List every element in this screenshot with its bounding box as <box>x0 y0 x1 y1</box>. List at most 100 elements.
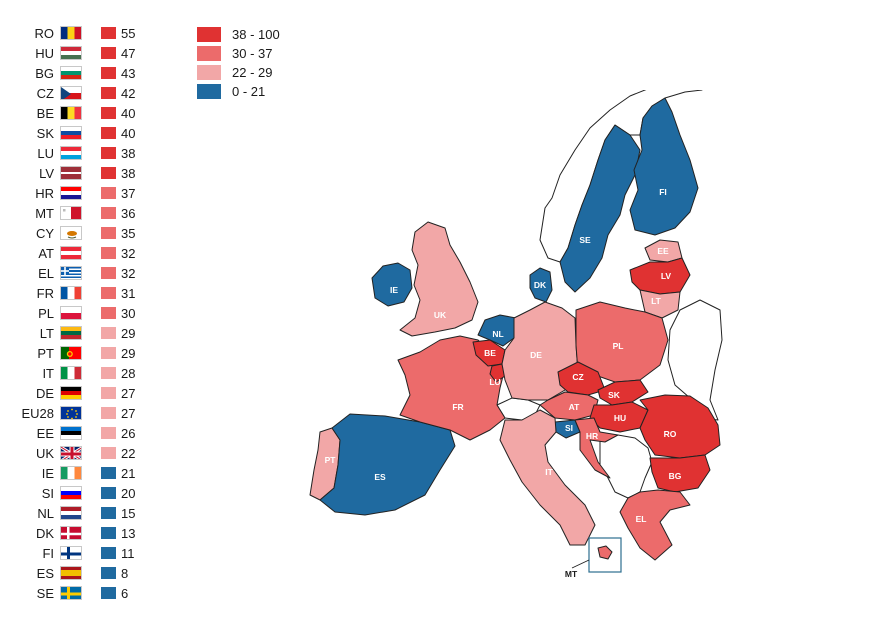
country-value: 30 <box>121 306 136 321</box>
country-code: FR <box>36 286 54 301</box>
value-swatch <box>101 367 116 379</box>
flag-icon <box>60 526 82 540</box>
label-hr: HR <box>586 431 598 441</box>
country-code: DE <box>35 386 54 401</box>
flag-icon <box>60 206 82 220</box>
legend-item: 38 - 100 <box>197 26 317 44</box>
ranking-row: PL 30 <box>0 304 160 323</box>
label-sk: SK <box>608 390 621 400</box>
country-lu[interactable] <box>489 363 506 383</box>
ranking-row: IE 21 <box>0 464 160 483</box>
flag-icon <box>60 46 82 60</box>
flag-icon <box>60 426 82 440</box>
country-mt[interactable] <box>597 545 613 560</box>
country-code: IE <box>41 466 54 481</box>
country-se[interactable] <box>559 124 641 293</box>
ranking-row: SK 40 <box>0 124 160 143</box>
country-code: UK <box>35 446 54 461</box>
value-swatch <box>101 447 116 459</box>
country-code: BG <box>35 66 54 81</box>
value-swatch <box>101 567 116 579</box>
value-swatch <box>101 67 116 79</box>
legend-swatch <box>197 65 221 80</box>
value-swatch <box>101 107 116 119</box>
country-value: 36 <box>121 206 136 221</box>
ranking-row: EL 32 <box>0 264 160 283</box>
country-value: 43 <box>121 66 136 81</box>
label-fr: FR <box>452 402 463 412</box>
country-value: 37 <box>121 186 136 201</box>
label-ie: IE <box>390 285 398 295</box>
ranking-row: LU 38 <box>0 144 160 163</box>
country-code: FI <box>42 546 54 561</box>
ranking-row: HU 47 <box>0 44 160 63</box>
flag-icon <box>60 346 82 360</box>
value-swatch <box>101 507 116 519</box>
label-hu: HU <box>614 413 626 423</box>
label-ro: RO <box>664 429 677 439</box>
country-el[interactable] <box>619 489 691 561</box>
country-value: 22 <box>121 446 136 461</box>
country-code: NL <box>37 506 54 521</box>
value-swatch <box>101 207 116 219</box>
europe-map: IE UK PT ES FR BE LU NL DE DK SE FI EE L… <box>309 90 723 579</box>
value-swatch <box>101 467 116 479</box>
flag-icon <box>60 266 82 280</box>
label-si: SI <box>565 423 573 433</box>
country-code: SK <box>36 126 54 141</box>
country-value: 32 <box>121 266 136 281</box>
ranking-row: CY 35 <box>0 224 160 243</box>
non-eu-belarus-ukraine <box>667 299 723 421</box>
value-swatch <box>101 347 116 359</box>
country-value: 29 <box>121 346 136 361</box>
ranking-row: DE 27 <box>0 384 160 403</box>
legend-swatch <box>197 84 221 99</box>
value-swatch <box>101 87 116 99</box>
country-dk[interactable] <box>529 267 553 303</box>
flag-icon <box>60 286 82 300</box>
country-cz[interactable] <box>557 361 606 396</box>
ranking-row: LT 29 <box>0 324 160 343</box>
country-at[interactable] <box>539 391 599 421</box>
label-mt: MT <box>565 569 578 579</box>
flag-icon <box>60 106 82 120</box>
country-value: 31 <box>121 286 136 301</box>
country-uk[interactable] <box>399 221 479 337</box>
flag-icon <box>60 326 82 340</box>
ranking-row: FR 31 <box>0 284 160 303</box>
label-be: BE <box>484 348 496 358</box>
flag-icon <box>60 166 82 180</box>
country-code: HU <box>35 46 54 61</box>
country-sk[interactable] <box>597 379 649 406</box>
value-swatch <box>101 427 116 439</box>
value-swatch <box>101 307 116 319</box>
country-bg[interactable] <box>649 454 711 493</box>
country-code: EL <box>38 266 54 281</box>
country-value: 47 <box>121 46 136 61</box>
country-lv[interactable] <box>629 257 691 295</box>
country-it[interactable] <box>499 409 596 546</box>
ranking-row: AT 32 <box>0 244 160 263</box>
flag-icon <box>60 406 82 420</box>
flag-icon <box>60 566 82 580</box>
ranking-row: MT 36 <box>0 204 160 223</box>
legend-label: 38 - 100 <box>232 27 280 42</box>
country-hr[interactable] <box>574 417 619 479</box>
country-code: DK <box>35 526 54 541</box>
country-code: CY <box>35 226 54 241</box>
malta-inset-box <box>588 537 622 573</box>
flag-icon <box>60 226 82 240</box>
ranking-row: PT 29 <box>0 344 160 363</box>
country-value: 28 <box>121 366 136 381</box>
legend-label: 22 - 29 <box>232 65 273 80</box>
country-fr[interactable] <box>397 335 506 441</box>
country-ie[interactable] <box>371 262 413 307</box>
country-es[interactable] <box>319 413 456 516</box>
country-value: 13 <box>121 526 136 541</box>
value-swatch <box>101 247 116 259</box>
legend-swatch <box>197 46 221 61</box>
country-fi[interactable] <box>629 97 699 236</box>
ranking-row: FI 11 <box>0 544 160 563</box>
ranking-row: SE 6 <box>0 584 160 603</box>
flag-icon <box>60 586 82 600</box>
